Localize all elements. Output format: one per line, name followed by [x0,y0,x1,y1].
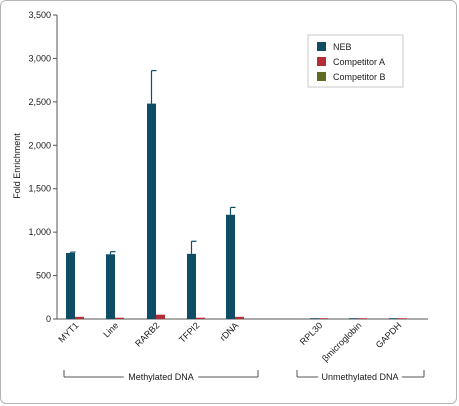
bar [235,316,244,319]
legend-label: Competitor A [333,57,385,67]
bar [398,318,407,319]
bar [187,253,196,319]
bar [115,317,124,319]
x-tick-label: MYT1 [56,320,80,344]
y-axis: 0 500 1,000 1,500 2,000 2,500 3,000 3,500 [28,10,58,324]
category-groups: Methylated DNA Unmethylated DNA [63,370,425,382]
y-tick-label: 3,500 [28,10,51,20]
y-tick-label: 1,500 [28,184,51,194]
y-tick-label: 1,000 [28,227,51,237]
bar [310,318,319,319]
group-label: Methylated DNA [128,372,194,382]
y-tick-label: 0 [46,314,51,324]
bar [66,252,75,319]
x-tick-label: TFPI2 [177,320,201,344]
x-tick-label: rDNA [218,320,241,343]
bar [319,318,328,319]
y-tick-label: 500 [36,271,51,281]
bar [75,316,84,319]
bar [349,318,358,319]
legend: NEB Competitor A Competitor B [307,34,404,88]
y-tick-label: 2,500 [28,97,51,107]
x-tick-label: βmicroglobin [320,320,363,363]
bar [156,314,165,319]
legend-label: Competitor B [333,72,386,82]
x-tick-label: RPL30 [298,320,325,347]
x-tick-label: RARB2 [133,320,161,348]
bar [389,318,398,319]
group-label: Unmethylated DNA [321,372,398,382]
bar [196,317,205,319]
x-tick-label: Line [101,320,120,339]
legend-swatch [317,42,326,51]
x-tick-label: GAPDH [374,320,404,350]
bar [226,214,235,319]
legend-swatch [317,72,326,81]
legend-swatch [317,57,326,66]
y-axis-title: Fold Enrichment [12,133,22,199]
bars [66,69,407,319]
y-tick-label: 3,000 [28,53,51,63]
bar [106,254,115,319]
bar [358,318,367,319]
y-tick-label: 2,000 [28,140,51,150]
bar [147,103,156,319]
legend-label: NEB [333,42,352,52]
